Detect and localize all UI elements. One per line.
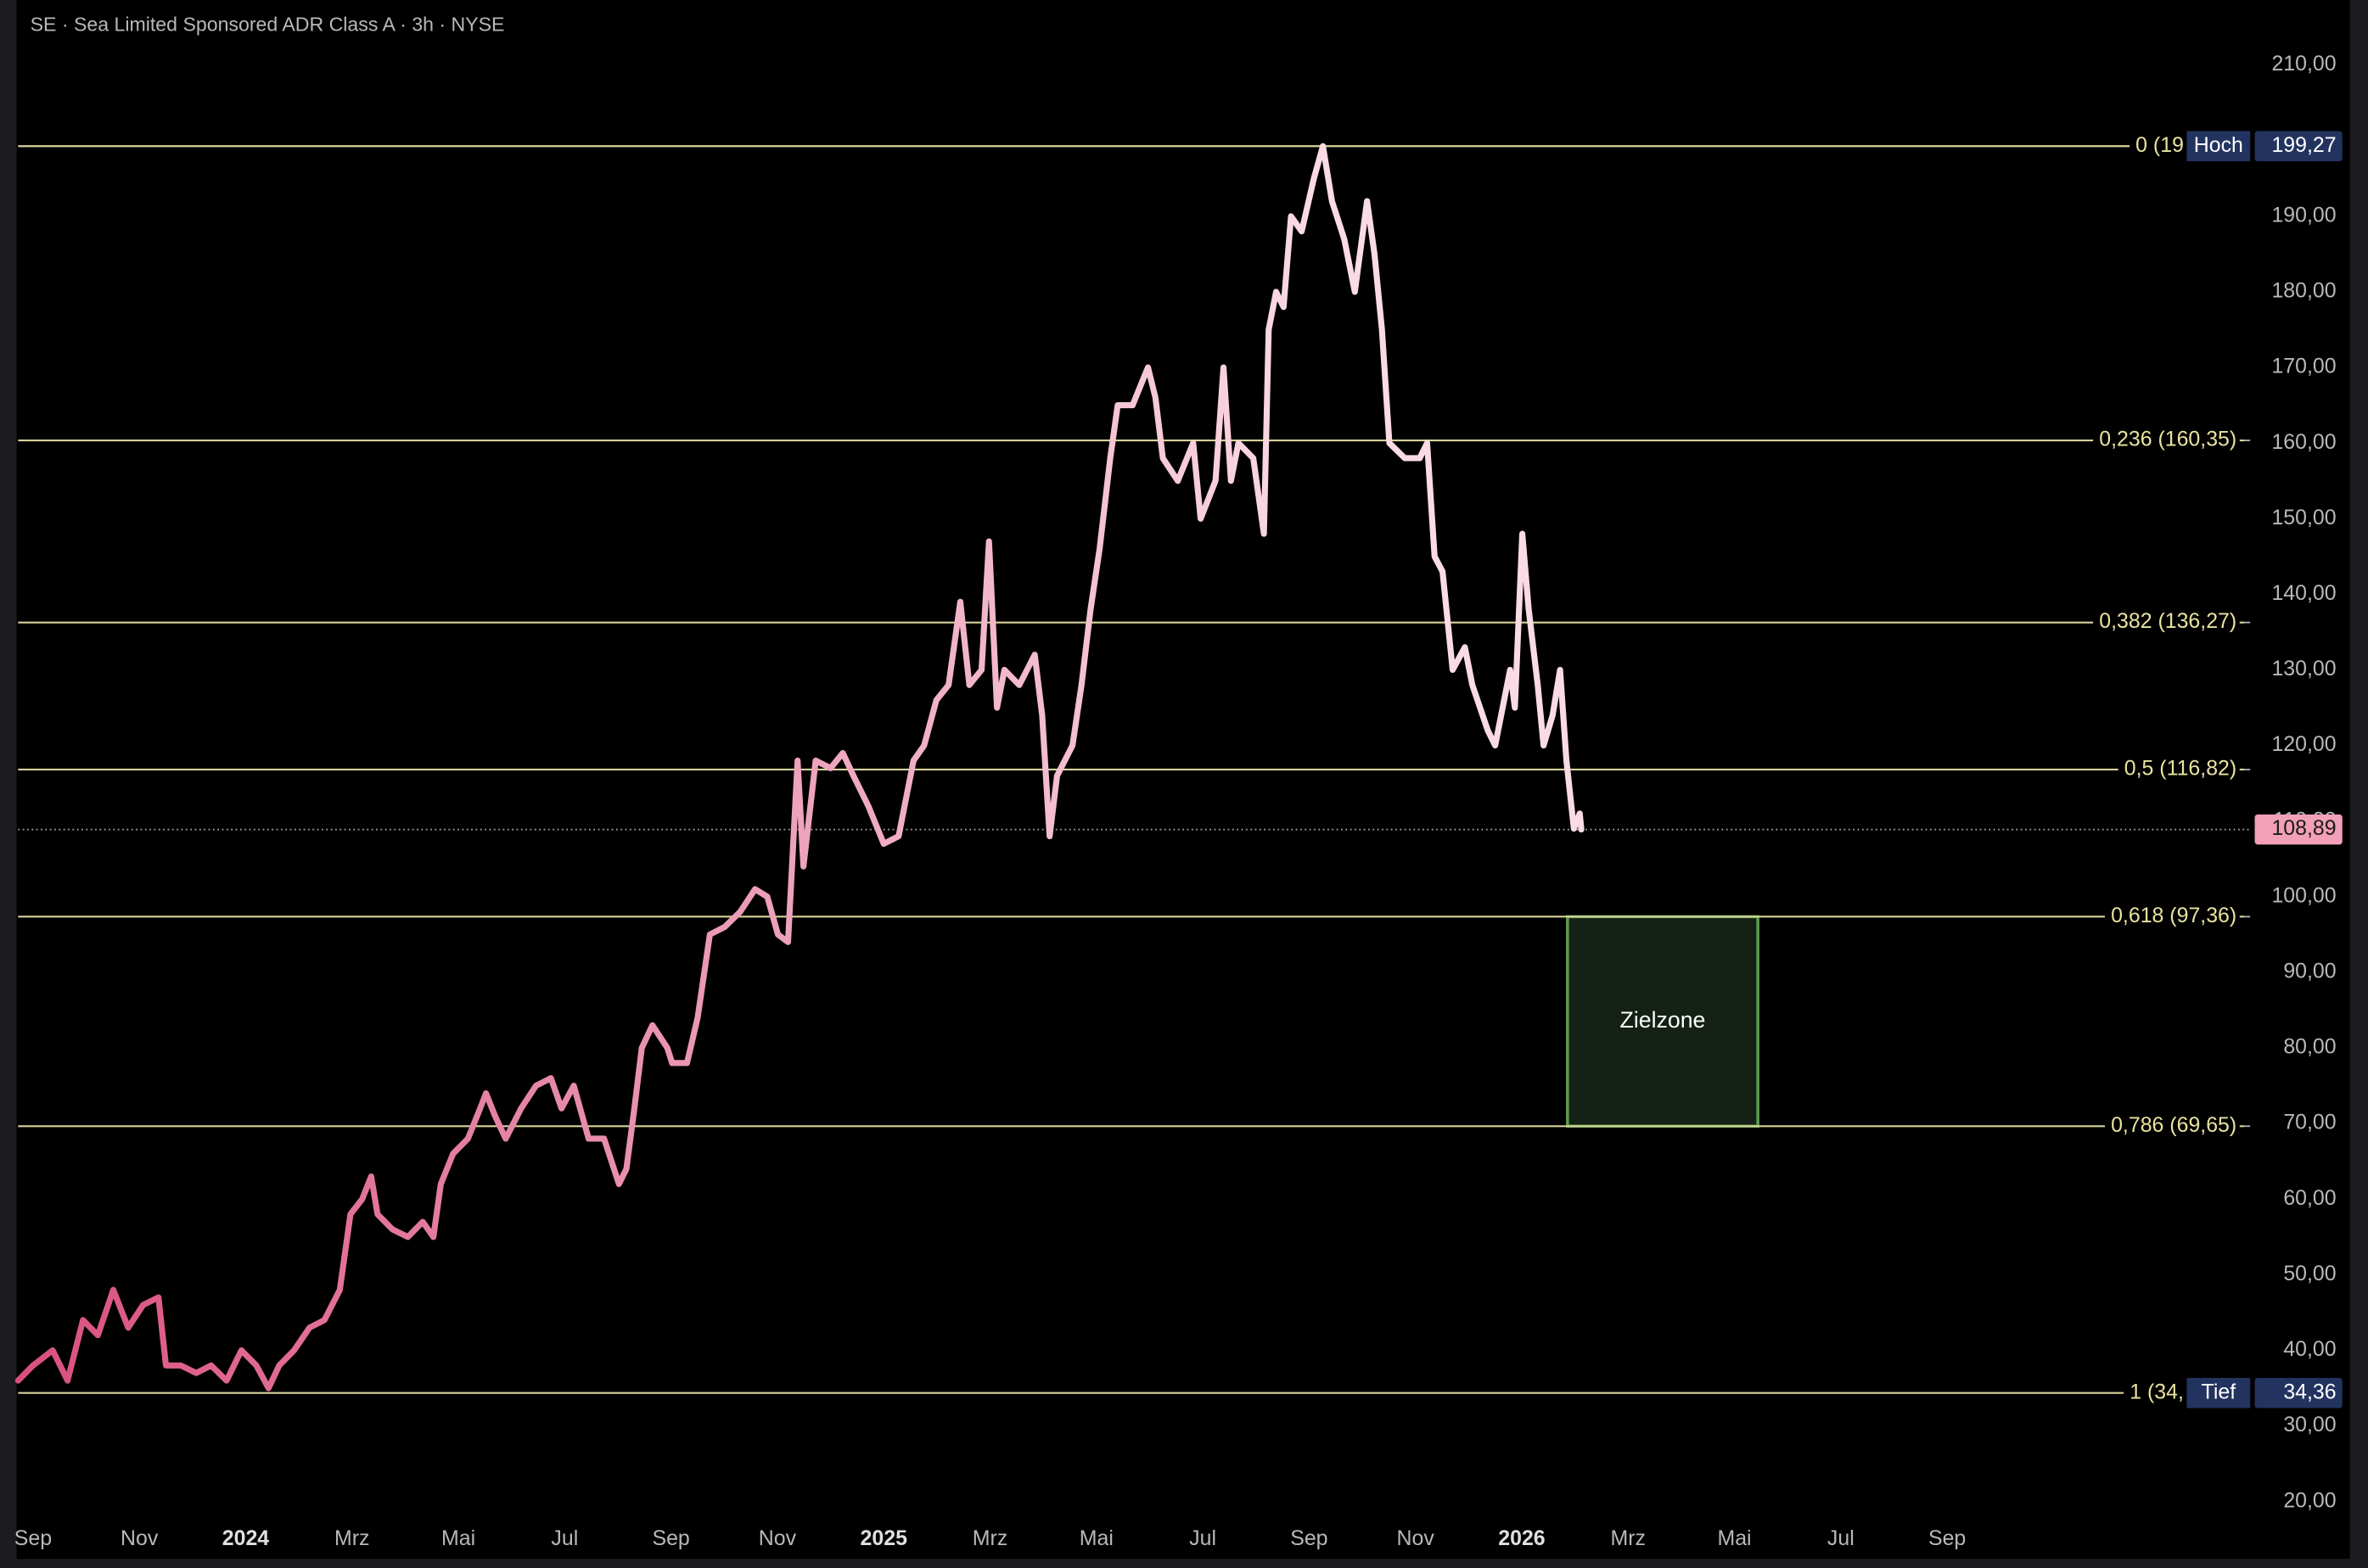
y-tick-label: 190,00: [2271, 203, 2336, 227]
x-tick-label: Nov: [759, 1526, 797, 1550]
fib-level-label: 0,618 (97,36): [2111, 904, 2236, 927]
x-tick-label: Nov: [121, 1526, 159, 1550]
last-price-badge-bg: [2254, 814, 2343, 845]
target-zone: [1566, 915, 1759, 1128]
fib-level-label: 1 (34,: [2130, 1380, 2184, 1403]
x-tick-label: Mai: [1717, 1526, 1751, 1550]
y-tick-label: 50,00: [2283, 1262, 2336, 1285]
x-tick-label: Jul: [551, 1526, 578, 1550]
y-tick-label: 20,00: [2283, 1488, 2336, 1512]
x-tick-label: Mrz: [1611, 1526, 1646, 1550]
level-badge: Tief: [2202, 1380, 2236, 1403]
chart-background: [16, 0, 2350, 1560]
y-tick-label: 160,00: [2271, 430, 2336, 454]
y-tick-label: 80,00: [2283, 1035, 2336, 1059]
level-badge-bg: [2186, 131, 2251, 162]
fib-label-bg: [2130, 132, 2187, 157]
x-tick-label: Mai: [1080, 1526, 1114, 1550]
y-tick-label: 70,00: [2283, 1111, 2336, 1134]
x-tick-label: Sep: [1928, 1526, 1966, 1550]
y-tick-label: 120,00: [2271, 732, 2336, 756]
x-tick-label: 2024: [222, 1526, 270, 1550]
x-tick-label: Mrz: [973, 1526, 1007, 1550]
price-badge: 34,36: [2283, 1380, 2336, 1403]
y-tick-label: 90,00: [2283, 960, 2336, 983]
fib-level-label: 0 (19: [2135, 133, 2184, 157]
y-tick-label: 30,00: [2283, 1413, 2336, 1436]
y-tick-label: 150,00: [2271, 506, 2336, 529]
x-tick-label: Sep: [14, 1526, 52, 1550]
x-tick-label: Jul: [1189, 1526, 1216, 1550]
x-tick-label: Sep: [1290, 1526, 1327, 1550]
fib-label-bg: [2093, 609, 2240, 634]
y-tick-label: 60,00: [2283, 1186, 2336, 1210]
y-tick-label: 210,00: [2271, 52, 2336, 76]
x-tick-label: Jul: [1827, 1526, 1855, 1550]
fib-level-label: 0,786 (69,65): [2111, 1113, 2236, 1137]
y-tick-label: 130,00: [2271, 657, 2336, 680]
fib-label-bg: [2093, 427, 2240, 451]
price-line: [14, 143, 1585, 1392]
price-badge: 199,27: [2271, 133, 2336, 157]
price-badge-bg: [2254, 131, 2343, 162]
fib-label-bg: [2124, 1380, 2187, 1404]
last-price-badge: 108,89: [2271, 816, 2336, 840]
level-badge: Hoch: [2194, 133, 2243, 157]
x-tick-label: Mai: [441, 1526, 475, 1550]
fib-level-label: 0,5 (116,82): [2124, 757, 2236, 781]
x-tick-label: 2026: [1498, 1526, 1545, 1550]
y-tick-label: 100,00: [2271, 883, 2336, 907]
y-tick-label: 180,00: [2271, 279, 2336, 303]
y-tick-label: 140,00: [2271, 581, 2336, 605]
price-badge-bg: [2254, 1377, 2343, 1408]
chart-title: SE · Sea Limited Sponsored ADR Class A ·…: [31, 13, 505, 35]
x-tick-label: Mrz: [334, 1526, 369, 1550]
x-tick-label: Sep: [652, 1526, 689, 1550]
fib-label-bg: [2104, 1112, 2240, 1137]
y-tick-label: 170,00: [2271, 355, 2336, 378]
y-tick-label: 40,00: [2283, 1337, 2336, 1361]
x-tick-label: 2025: [861, 1526, 908, 1550]
fib-level-label: 0,236 (160,35): [2099, 428, 2236, 451]
zone-label: Zielzone: [1620, 1007, 1706, 1033]
x-tick-label: Nov: [1397, 1526, 1435, 1550]
fib-level-label: 0,382 (136,27): [2099, 609, 2236, 633]
fib-label-bg: [2104, 903, 2240, 927]
level-badge-bg: [2186, 1377, 2251, 1408]
fib-label-bg: [2118, 756, 2240, 781]
